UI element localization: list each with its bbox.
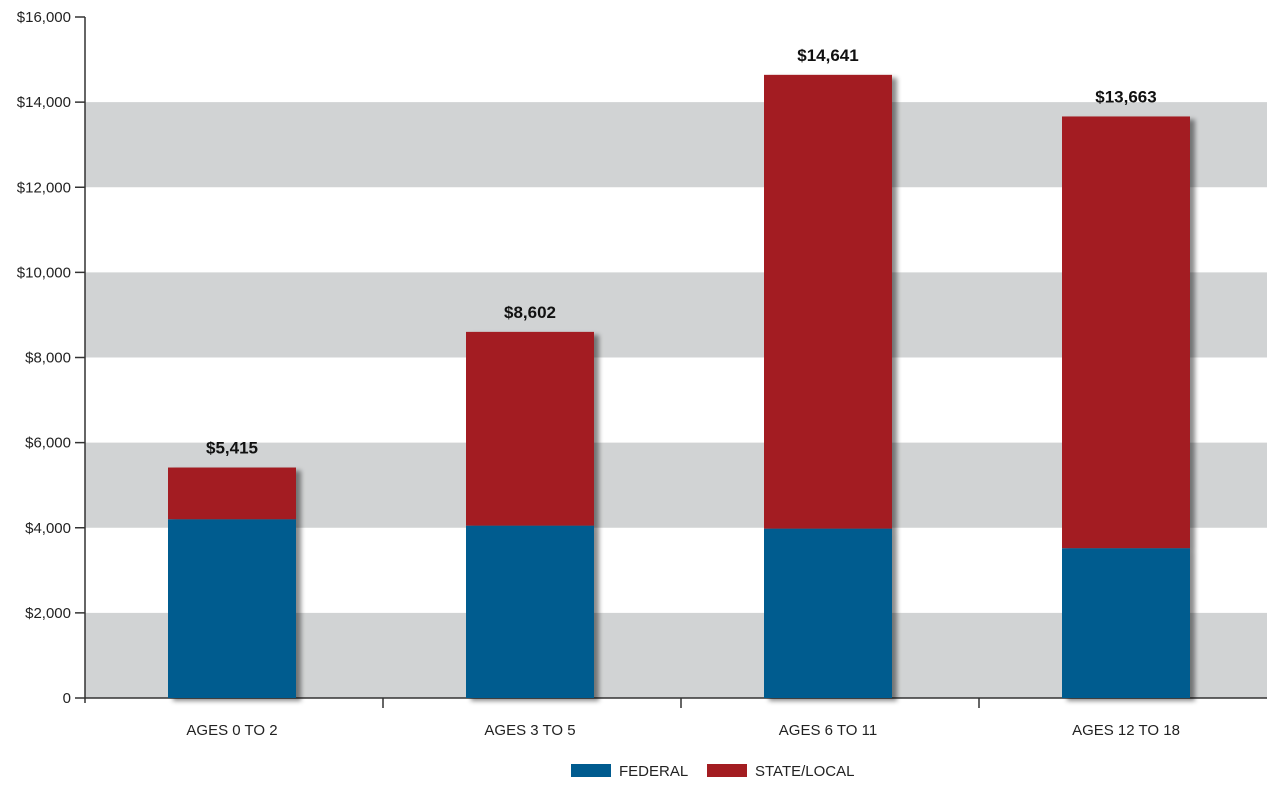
y-tick-label: 0 <box>63 690 71 707</box>
legend-label: STATE/LOCAL <box>755 763 854 780</box>
x-category-label: AGES 0 TO 2 <box>186 722 277 739</box>
bar-segment-federal <box>764 528 892 698</box>
bar-total-label: $5,415 <box>206 439 258 458</box>
bar-segment-state-local <box>168 467 296 520</box>
y-tick-label: $8,000 <box>25 350 71 367</box>
legend-item: STATE/LOCAL <box>707 763 854 780</box>
legend-swatch <box>571 764 611 777</box>
bar-stack <box>168 467 296 698</box>
y-tick-label: $4,000 <box>25 520 71 537</box>
bar-segment-state-local <box>1062 116 1190 549</box>
y-tick-label: $12,000 <box>17 179 71 196</box>
y-tick-label: $2,000 <box>25 605 71 622</box>
bar-segment-state-local <box>764 74 892 529</box>
y-tick-label: $14,000 <box>17 94 71 111</box>
legend: FEDERAL STATE/LOCAL <box>571 763 854 780</box>
x-category-label: AGES 6 TO 11 <box>779 722 877 739</box>
bar-total-label: $8,602 <box>504 303 556 322</box>
bar-total-label: $13,663 <box>1095 87 1156 106</box>
legend-item: FEDERAL <box>571 763 688 780</box>
y-tick-label: $10,000 <box>17 264 71 281</box>
bar-stack <box>466 331 594 698</box>
bar-segment-state-local <box>466 331 594 526</box>
labels: $5,415 AGES 0 TO 2 $8,602 AGES 3 TO 5 $14,64… <box>186 46 1180 739</box>
bar-stack <box>764 74 892 698</box>
legend-label: FEDERAL <box>619 763 688 780</box>
y-tick-label: $16,000 <box>17 9 71 26</box>
bar-segment-federal <box>1062 548 1190 698</box>
bars <box>168 74 1190 698</box>
x-category-label: AGES 3 TO 5 <box>484 722 575 739</box>
bar-segment-federal <box>168 519 296 698</box>
x-category-label: AGES 12 TO 18 <box>1072 722 1180 739</box>
bar-segment-federal <box>466 525 594 698</box>
bar-stack <box>1062 116 1190 698</box>
legend-swatch <box>707 764 747 777</box>
bar-total-label: $14,641 <box>797 46 858 65</box>
y-tick-label: $6,000 <box>25 435 71 452</box>
